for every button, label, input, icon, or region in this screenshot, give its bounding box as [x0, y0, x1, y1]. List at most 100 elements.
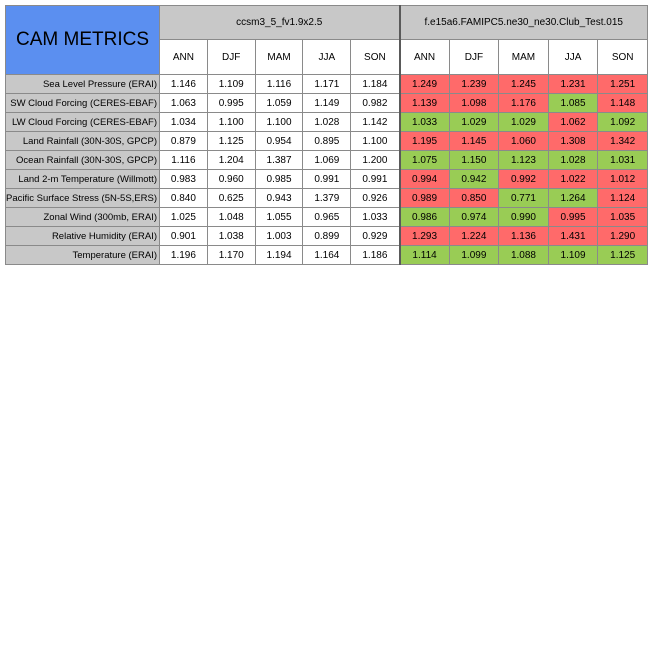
table-title: CAM METRICS [5, 5, 160, 75]
base-value-cell: 1.109 [206, 74, 256, 94]
base-value-cell: 0.625 [206, 188, 256, 208]
base-value-cell: 1.033 [350, 207, 400, 227]
test-value-cell: 1.195 [398, 131, 450, 151]
base-value-cell: 0.840 [159, 188, 208, 208]
test-value-cell: 1.264 [547, 188, 599, 208]
base-value-cell: 1.069 [302, 150, 352, 170]
base-value-cell: 0.983 [159, 169, 208, 189]
test-value-cell: 1.342 [597, 131, 648, 151]
base-value-cell: 1.116 [254, 74, 304, 94]
metrics-table: CAM METRICS ccsm3_5_fv1.9x2.5 f.e15a6.FA… [5, 5, 648, 265]
test-value-cell: 1.029 [448, 112, 500, 132]
base-value-cell: 1.186 [350, 245, 400, 265]
experiment-base-header: ccsm3_5_fv1.9x2.5 [159, 5, 400, 40]
test-value-cell: 0.986 [398, 207, 450, 227]
base-value-cell: 1.003 [254, 226, 304, 246]
test-value-cell: 1.088 [498, 245, 549, 265]
row-label: Sea Level Pressure (ERAI) [5, 74, 160, 94]
table-row: Zonal Wind (300mb, ERAI) 1.025 1.048 1.055 0… [5, 207, 648, 227]
base-value-cell: 0.929 [350, 226, 400, 246]
base-value-cell: 1.055 [254, 207, 304, 227]
base-value-cell: 0.943 [254, 188, 304, 208]
base-value-cell: 1.063 [159, 93, 208, 113]
test-value-cell: 1.136 [498, 226, 549, 246]
test-value-cell: 0.995 [547, 207, 599, 227]
base-value-cell: 1.387 [254, 150, 304, 170]
base-value-cell: 0.982 [350, 93, 400, 113]
base-value-cell: 0.954 [254, 131, 304, 151]
season-header-jja: JJA [302, 39, 352, 75]
base-value-cell: 1.170 [206, 245, 256, 265]
metrics-body: Sea Level Pressure (ERAI) 1.146 1.109 1.116… [5, 74, 648, 265]
base-value-cell: 0.879 [159, 131, 208, 151]
test-value-cell: 1.145 [448, 131, 500, 151]
table-row: Sea Level Pressure (ERAI) 1.146 1.109 1.116… [5, 74, 648, 94]
base-value-cell: 0.895 [302, 131, 352, 151]
base-value-cell: 1.379 [302, 188, 352, 208]
test-value-cell: 1.231 [547, 74, 599, 94]
test-value-cell: 1.148 [597, 93, 648, 113]
base-value-cell: 1.028 [302, 112, 352, 132]
base-value-cell: 0.901 [159, 226, 208, 246]
test-value-cell: 1.099 [448, 245, 500, 265]
row-label: Relative Humidity (ERAI) [5, 226, 160, 246]
base-value-cell: 0.991 [350, 169, 400, 189]
table-row: Pacific Surface Stress (5N-5S,ERS) 0.840 0… [5, 188, 648, 208]
test-value-cell: 1.012 [597, 169, 648, 189]
test-value-cell: 1.060 [498, 131, 549, 151]
test-value-cell: 1.114 [398, 245, 450, 265]
base-value-cell: 1.194 [254, 245, 304, 265]
table-row: Relative Humidity (ERAI) 0.901 1.038 1.003 0… [5, 226, 648, 246]
base-value-cell: 1.146 [159, 74, 208, 94]
test-value-cell: 1.098 [448, 93, 500, 113]
test-value-cell: 0.994 [398, 169, 450, 189]
table-row: LW Cloud Forcing (CERES-EBAF) 1.034 1.100 1… [5, 112, 648, 132]
table-row: Temperature (ERAI) 1.196 1.170 1.194 1.164 1.… [5, 245, 648, 265]
test-value-cell: 1.022 [547, 169, 599, 189]
base-value-cell: 1.125 [206, 131, 256, 151]
test-value-cell: 0.850 [448, 188, 500, 208]
experiment-test-header: f.e15a6.FAMIPC5.ne30_ne30.Club_Test.015 [398, 5, 648, 40]
row-label: LW Cloud Forcing (CERES-EBAF) [5, 112, 160, 132]
test-value-cell: 1.031 [597, 150, 648, 170]
base-value-cell: 1.142 [350, 112, 400, 132]
test-value-cell: 1.431 [547, 226, 599, 246]
base-value-cell: 1.100 [350, 131, 400, 151]
test-value-cell: 0.974 [448, 207, 500, 227]
row-label: Pacific Surface Stress (5N-5S,ERS) [5, 188, 160, 208]
row-label: Zonal Wind (300mb, ERAI) [5, 207, 160, 227]
test-value-cell: 1.176 [498, 93, 549, 113]
row-label: Land Rainfall (30N-30S, GPCP) [5, 131, 160, 151]
test-value-cell: 0.989 [398, 188, 450, 208]
season-header-djf: DJF [448, 39, 500, 75]
test-value-cell: 1.075 [398, 150, 450, 170]
season-header-ann: ANN [398, 39, 450, 75]
row-label: SW Cloud Forcing (CERES-EBAF) [5, 93, 160, 113]
season-header-jja: JJA [547, 39, 599, 75]
test-value-cell: 1.123 [498, 150, 549, 170]
test-value-cell: 1.290 [597, 226, 648, 246]
test-value-cell: 1.124 [597, 188, 648, 208]
test-value-cell: 1.035 [597, 207, 648, 227]
base-value-cell: 1.171 [302, 74, 352, 94]
test-value-cell: 1.085 [547, 93, 599, 113]
test-value-cell: 0.771 [498, 188, 549, 208]
base-value-cell: 1.034 [159, 112, 208, 132]
base-value-cell: 0.965 [302, 207, 352, 227]
season-header-son: SON [597, 39, 648, 75]
season-header-ann: ANN [159, 39, 208, 75]
test-value-cell: 1.308 [547, 131, 599, 151]
base-value-cell: 1.184 [350, 74, 400, 94]
test-value-cell: 1.293 [398, 226, 450, 246]
base-value-cell: 0.926 [350, 188, 400, 208]
base-value-cell: 0.995 [206, 93, 256, 113]
test-value-cell: 1.028 [547, 150, 599, 170]
base-value-cell: 1.100 [254, 112, 304, 132]
base-value-cell: 1.038 [206, 226, 256, 246]
test-value-cell: 0.992 [498, 169, 549, 189]
test-value-cell: 1.249 [398, 74, 450, 94]
test-value-cell: 1.239 [448, 74, 500, 94]
base-value-cell: 0.960 [206, 169, 256, 189]
season-header-son: SON [350, 39, 400, 75]
test-value-cell: 1.224 [448, 226, 500, 246]
